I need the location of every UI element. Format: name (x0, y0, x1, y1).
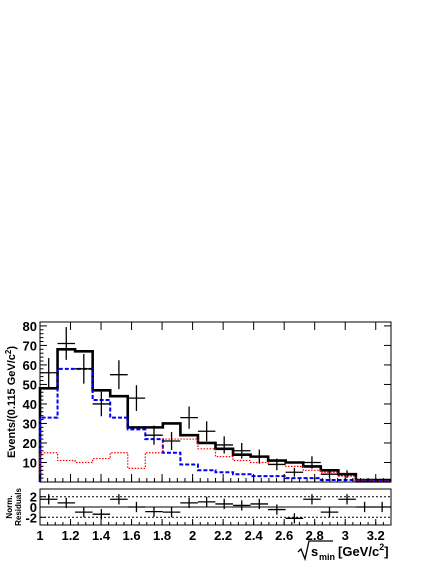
red-dotted-component-histogram (39, 438, 391, 482)
residual-point (338, 494, 356, 505)
residual-y-label-line2: Residuals (14, 488, 23, 526)
data-point (39, 358, 58, 388)
main-y-ticks: 10 20 30 40 50 60 70 80 (23, 319, 391, 479)
data-point (285, 467, 304, 477)
residual-point (268, 504, 286, 515)
residual-point (373, 501, 391, 513)
x-tick-label: 3.2 (367, 528, 385, 543)
residual-point (355, 501, 374, 513)
main-y-tick-label: 20 (23, 436, 37, 451)
residual-point (303, 494, 321, 505)
x-ticks: 1 1.2 1.4 1.6 1.8 2 2.2 2.4 2.6 2.8 3 3.2 (36, 322, 392, 543)
residual-guides (40, 496, 391, 518)
x-tick-label: 2 (189, 528, 196, 543)
residual-point (180, 497, 198, 509)
data-point (127, 385, 146, 411)
main-y-tick-label: 10 (23, 455, 37, 470)
x-tick-label: 1.4 (92, 528, 111, 543)
data-point (268, 458, 286, 471)
x-tick-label: 2.8 (306, 528, 324, 543)
data-point (92, 391, 111, 417)
data-point (57, 327, 76, 360)
residual-point (197, 496, 216, 507)
total-fit-histogram (38, 348, 391, 482)
data-point (197, 421, 216, 442)
main-y-tick-label: 50 (23, 377, 37, 392)
residual-point (127, 501, 146, 513)
residual-point (145, 506, 163, 517)
residual-point (92, 509, 111, 520)
residual-panel: 20-2 1 1.2 1.4 1.6 1.8 2 2.2 2.4 2.6 2.8 3 3.2 Norm… (5, 322, 392, 543)
main-series (38, 348, 391, 483)
data-point (303, 456, 321, 469)
main-plot-frame (39, 321, 392, 483)
data-point (162, 432, 181, 450)
residual-point (57, 497, 76, 509)
blue-dashed-component-histogram (39, 367, 391, 483)
data-point (180, 406, 198, 429)
x-tick-label: 2.6 (275, 528, 293, 543)
residual-points (39, 494, 391, 524)
x-tick-label: 2.2 (214, 528, 232, 543)
residual-point (285, 513, 304, 524)
residual-point (232, 500, 251, 511)
x-label-subscript: min (319, 552, 335, 562)
residual-y-ticks: 20-2 (25, 490, 46, 525)
x-label-variable: s (311, 544, 318, 559)
x-label-unit: [GeV/c2] (338, 542, 389, 559)
data-point (75, 354, 93, 384)
main-y-tick-label: 70 (23, 338, 37, 353)
data-point (110, 360, 128, 390)
x-tick-label: 1.8 (153, 528, 171, 543)
residual-point (39, 494, 58, 505)
main-y-tick-label: 60 (23, 358, 37, 373)
x-tick-label: 3 (342, 528, 349, 543)
data-point (215, 436, 233, 454)
main-y-tick-label: 40 (23, 397, 37, 412)
residual-point (250, 498, 269, 510)
residual-point (75, 507, 93, 518)
data-point (145, 425, 163, 445)
data-point (232, 442, 251, 459)
main-y-tick-label: 30 (23, 416, 37, 431)
x-tick-label: 1.6 (123, 528, 141, 543)
residual-point (215, 498, 233, 510)
main-panel: 10 20 30 40 50 60 70 80 Events/(0.115 GeV/c2) (4, 319, 392, 483)
x-tick-label: 2.4 (245, 528, 264, 543)
residual-point (320, 507, 339, 518)
main-data-points (39, 327, 391, 483)
main-y-axis-label: Events/(0.115 GeV/c2) (4, 346, 18, 458)
data-point (338, 470, 356, 479)
x-axis-label: s min [GeV/c2] (297, 540, 389, 562)
x-tick-label: 1.2 (61, 528, 79, 543)
residual-y-tick-label: -2 (25, 510, 37, 525)
residual-y-tick-label: 2 (30, 490, 37, 505)
residual-y-label-line1: Norm. (5, 495, 14, 518)
data-point (320, 470, 339, 479)
residual-point (162, 507, 181, 518)
x-tick-label: 1 (36, 528, 43, 543)
main-y-tick-label: 80 (23, 319, 37, 334)
sqrt-sign (297, 540, 333, 562)
residual-y-tick-label: 0 (30, 500, 37, 515)
data-point (250, 449, 269, 464)
residual-point (110, 494, 128, 505)
